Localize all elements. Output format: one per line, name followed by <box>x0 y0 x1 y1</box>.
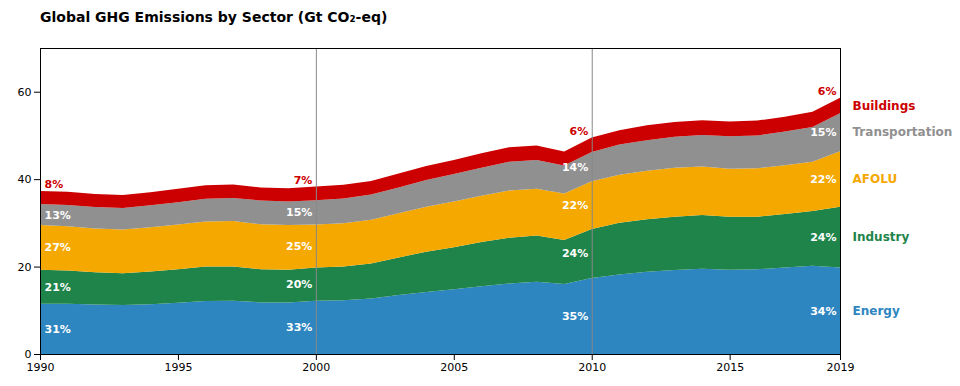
svg-text:1990: 1990 <box>27 361 55 374</box>
svg-text:21%: 21% <box>45 281 71 294</box>
html-text:Global GHG Emissions by Sector: Global GHG Emissions by Sector (Gt CO₂-e… <box>40 9 388 25</box>
svg-text:22%: 22% <box>810 173 836 186</box>
svg-text:6%: 6% <box>818 85 837 98</box>
svg-text:22%: 22% <box>562 199 588 212</box>
svg-text:20: 20 <box>18 261 32 274</box>
svg-text:35%: 35% <box>562 310 588 323</box>
svg-text:25%: 25% <box>286 240 312 253</box>
svg-text:6%: 6% <box>570 125 589 138</box>
svg-text:2005: 2005 <box>440 361 468 374</box>
svg-text:1995: 1995 <box>164 361 192 374</box>
svg-text:24%: 24% <box>562 247 588 260</box>
svg-text:20%: 20% <box>286 278 312 291</box>
svg-text:33%: 33% <box>286 321 312 334</box>
svg-text:AFOLU: AFOLU <box>853 172 898 186</box>
svg-text:8%: 8% <box>45 178 64 191</box>
svg-text:31%: 31% <box>45 323 71 336</box>
svg-text:27%: 27% <box>45 241 71 254</box>
svg-text:2010: 2010 <box>578 361 606 374</box>
svg-text:Energy: Energy <box>853 304 900 318</box>
svg-text:Buildings: Buildings <box>853 99 916 113</box>
svg-text:34%: 34% <box>810 305 836 318</box>
svg-text:13%: 13% <box>45 209 71 222</box>
svg-text:2000: 2000 <box>302 361 330 374</box>
svg-text:14%: 14% <box>562 161 588 174</box>
svg-text:2015: 2015 <box>716 361 744 374</box>
svg-text:2019: 2019 <box>827 361 855 374</box>
svg-text:60: 60 <box>18 86 32 99</box>
svg-text:24%: 24% <box>810 231 836 244</box>
svg-text:Transportation: Transportation <box>853 125 953 139</box>
svg-text:7%: 7% <box>294 174 313 187</box>
svg-text:0: 0 <box>25 348 32 361</box>
svg-text:Industry: Industry <box>853 230 910 244</box>
svg-text:15%: 15% <box>286 206 312 219</box>
svg-text:40: 40 <box>18 173 32 186</box>
svg-text:15%: 15% <box>810 126 836 139</box>
